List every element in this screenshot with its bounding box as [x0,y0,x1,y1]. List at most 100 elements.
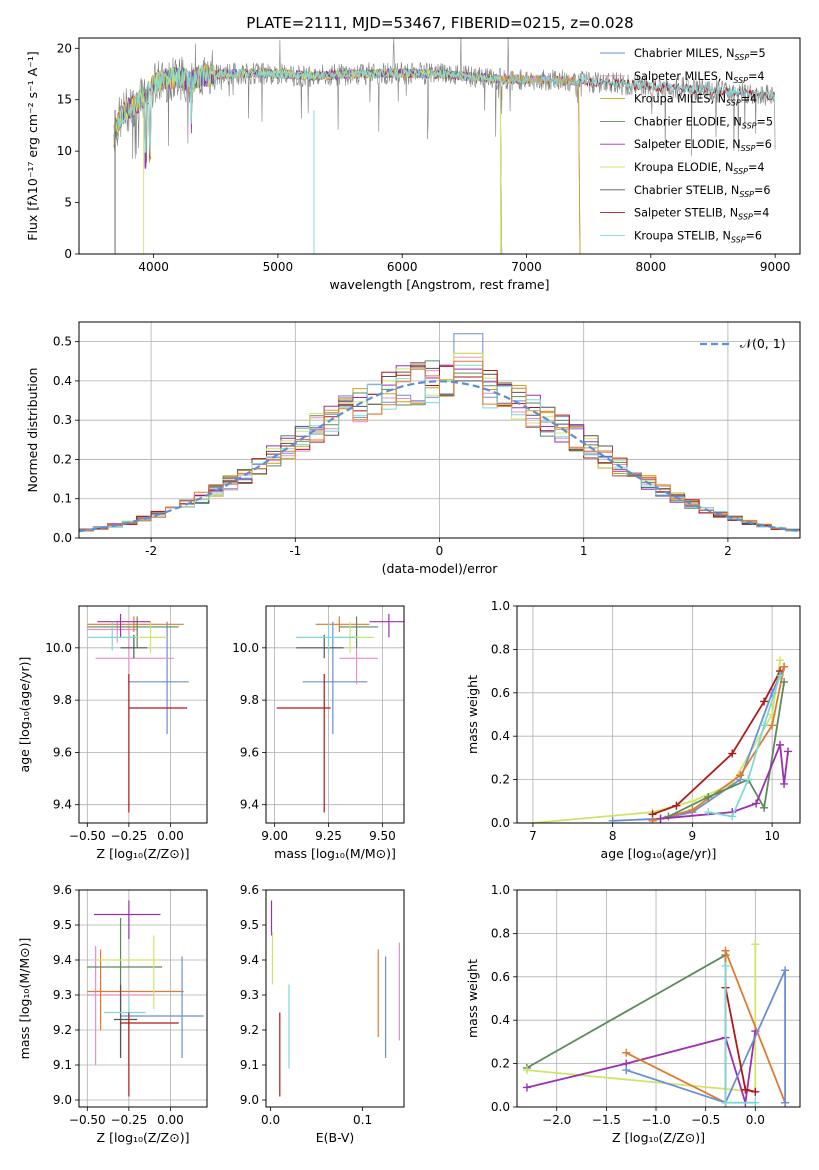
mass-weight-marker [736,771,745,780]
legend-text: Chabrier STELIB, N [634,184,739,197]
y-axis-label: mass [log₁₀(M/M⊙)] [17,938,32,1060]
legend-text-end: =5 [756,115,773,128]
x-tick-label: −2.0 [542,1113,571,1127]
figure-title: PLATE=2111, MJD=53467, FIBERID=0215, z=0… [246,14,633,32]
y-tick-label: 9.5 [240,918,259,932]
x-tick-label: -2 [145,544,157,558]
plot-area-residuals [79,333,800,538]
legend-subscript: SSP [733,76,748,85]
x-tick-label: 9000 [760,260,791,274]
y-axis-label: Normed distribution [25,368,40,493]
axes-frame [516,605,801,824]
panel-mass_weight_vs_Z: −2.0 −1.5 −1.0 −0.5 0.0 0.0 0.2 0.4 0.6 0.8 1.0 Z [… [465,883,801,1145]
legend-text-end: =6 [754,184,771,197]
mass-weight-marker [656,814,665,823]
legend-entry-6: Kroupa ELODIE, NSSP=4 [634,161,765,176]
legend-text: Salpeter ELODIE, N [634,138,741,151]
spectrum-model-line [113,64,775,153]
x-tick-label: −0.25 [110,829,147,843]
legend-entry-5: Salpeter ELODIE, NSSP=6 [634,138,772,153]
mass-weight-marker [781,1098,790,1107]
y-tick-label: 0.2 [491,1057,510,1071]
x-tick-label: −0.50 [69,829,106,843]
panel-age_vs_Z: −0.50 −0.25 0.00 9.4 9.6 9.8 10.0 Z [log₁₀(Z/Z⊙… [17,605,208,861]
y-tick-label: 0.0 [491,1100,510,1114]
y-tick-label: 9.6 [240,745,259,759]
mass-weight-line [708,675,781,818]
x-tick-label: 9.00 [261,829,288,843]
mass-weight-marker [721,961,730,970]
mass-weight-marker [760,697,769,706]
y-tick-label: 0.1 [53,492,72,506]
mass-weight-marker [664,812,673,821]
x-tick-label: 10 [764,829,779,843]
mass-weight-marker [760,721,769,730]
legend-entry-4: Chabrier ELODIE, NSSP=5 [634,115,773,130]
x-tick-label: 9.50 [369,829,396,843]
mass-weight-marker [704,808,713,817]
legend-text-end: =5 [749,47,766,60]
panel-mass_vs_EBV: 0.0 0.1 9.0 9.1 9.2 9.3 9.4 9.5 9.6 E(B-V) [240,883,405,1145]
mass-weight-line [532,660,781,823]
legend-text-end: =4 [748,161,765,174]
legend-subscript: SSP [741,144,756,153]
y-tick-label: 0.6 [491,686,510,700]
mass-weight-line [652,666,785,822]
x-tick-label: 8000 [636,260,667,274]
mass-weight-marker [776,656,785,665]
y-tick-label: 0.0 [491,816,510,830]
mass-weight-marker [751,940,760,949]
plot-area-mass_weight_vs_age [528,656,793,823]
mass-weight-marker [781,966,790,975]
y-tick-label: 9.0 [240,1093,259,1107]
legend-text-end: =4 [753,207,770,220]
x-tick-label: 0.0 [261,1113,280,1127]
y-axis-label: mass weight [465,959,480,1038]
y-tick-label: 0.2 [491,773,510,787]
y-tick-label: 9.6 [240,883,259,897]
x-axis-label: Z [log₁₀(Z/Z⊙)] [97,846,190,861]
y-tick-label: 9.2 [53,1023,72,1037]
mass-weight-line [526,1030,757,1103]
y-tick-label: 0.4 [491,729,510,743]
x-tick-label: 2 [724,544,732,558]
y-tick-label: 9.4 [53,798,72,812]
mass-weight-marker [780,779,789,788]
x-tick-label: 0.1 [353,1113,372,1127]
y-tick-label: 9.3 [240,988,259,1002]
axes-frame [265,605,405,824]
x-axis-label: (data-model)/error [382,561,499,576]
legend-subscript: SSP [726,99,741,108]
axes-frame [78,605,208,824]
mass-weight-marker [768,721,777,730]
mass-weight-marker [752,799,761,808]
x-tick-label: 0.00 [157,1113,184,1127]
y-tick-label: 20 [57,41,72,55]
y-tick-label: 9.4 [240,953,259,967]
mass-weight-marker [522,1066,531,1075]
y-tick-label: 9.1 [53,1058,72,1072]
mass-weight-marker [776,671,785,680]
mass-weight-marker [648,816,657,823]
legend-text-end: =6 [755,138,772,151]
plot-area-mass_vs_Z [87,900,204,1097]
mass-weight-marker [522,1083,531,1092]
y-tick-label: 0.4 [491,1013,510,1027]
y-tick-label: 0.0 [53,531,72,545]
legend-text: Kroupa MILES, N [634,93,726,106]
y-tick-label: 0.4 [53,374,72,388]
legend-text: Kroupa ELODIE, N [634,161,733,174]
legend-entry-7: Chabrier STELIB, NSSP=6 [634,184,771,199]
y-axis-label: mass weight [465,675,480,754]
legend-subscript: SSP [739,190,754,199]
legend-subscript: SSP [734,53,749,62]
legend-entry-2: Salpeter MILES, NSSP=4 [634,70,765,85]
y-tick-label: 0.6 [491,970,510,984]
legend-text: Kroupa STELIB, N [634,229,731,242]
y-tick-label: 5 [64,196,72,210]
legend-entry-1: Chabrier MILES, NSSP=5 [634,47,766,62]
y-tick-label: 9.6 [53,745,72,759]
y-tick-label: 9.8 [53,693,72,707]
x-axis-label: age [log₁₀(age/yr)] [601,846,717,861]
x-axis-label: mass [log₁₀(M/M⊙)] [274,846,396,861]
